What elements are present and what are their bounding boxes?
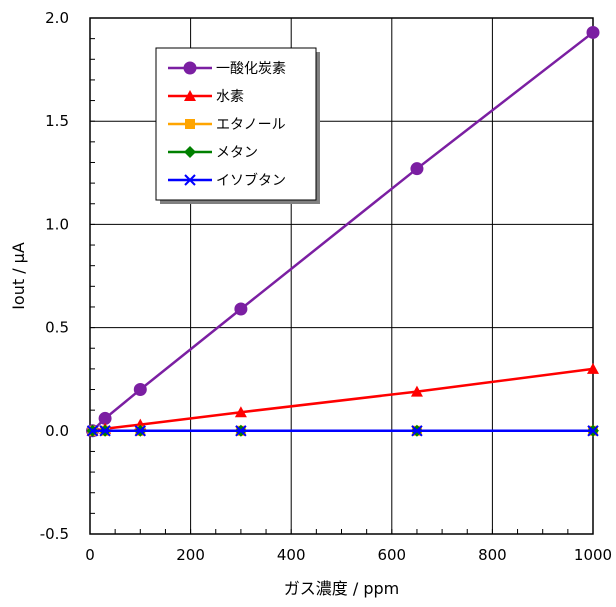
x-marker-stroke (235, 425, 247, 437)
legend-label: イソブタン (216, 172, 286, 189)
x-axis: 0 200 400 600 800 1000 (85, 546, 612, 564)
x-marker-stroke (587, 425, 599, 437)
x-tick-label: 600 (377, 546, 406, 564)
data-point (234, 406, 247, 418)
x-marker-stroke (184, 174, 196, 186)
x-tick-label: 0 (85, 546, 95, 564)
data-point (99, 425, 111, 437)
x-tick-label: 800 (478, 546, 507, 564)
series-layer (86, 25, 600, 438)
series-line (92, 367, 594, 433)
legend-marker (184, 174, 196, 186)
y-tick-label: 2.0 (45, 9, 69, 27)
x-tick-label: 200 (176, 546, 205, 564)
legend-item: 水素 (168, 89, 244, 105)
y-axis-label: Iout / μA (9, 242, 28, 310)
data-point (586, 25, 600, 39)
plot-frame (89, 17, 594, 535)
y-tick-label: 0.5 (45, 319, 69, 337)
y-tick-label: 1.5 (45, 112, 69, 130)
data-point (98, 411, 112, 425)
x-marker-stroke (134, 425, 147, 437)
legend-marker (184, 146, 196, 158)
y-axis: -0.5 0.0 0.5 1.0 1.5 2.0 (40, 9, 69, 543)
data-point (234, 302, 248, 316)
series-4 (86, 425, 599, 437)
x-tick-label: 1000 (574, 546, 612, 564)
y-tick-label: -0.5 (40, 525, 69, 543)
legend-item: イソブタン (168, 172, 286, 189)
legend-item: メタン (168, 145, 258, 161)
series-0 (86, 25, 600, 438)
legend-label: 一酸化炭素 (216, 61, 286, 77)
data-point (410, 162, 424, 176)
legend-label: エタノール (216, 117, 286, 133)
y-tick-label: 0.0 (45, 422, 69, 440)
legend-marker (184, 90, 196, 101)
data-point (86, 425, 99, 437)
y-tick-label: 1.0 (45, 215, 69, 233)
x-axis-label: ガス濃度 / ppm (284, 579, 399, 598)
x-marker-stroke (86, 425, 99, 437)
data-point (587, 425, 599, 437)
legend-label: 水素 (216, 89, 244, 105)
data-point (411, 425, 423, 437)
data-point (410, 385, 423, 397)
data-point (587, 362, 599, 374)
x-tick-label: 400 (277, 546, 306, 564)
legend-marker (183, 61, 197, 75)
series-1 (86, 362, 599, 436)
data-point (134, 425, 147, 437)
legend-marker (185, 119, 195, 129)
legend-item: 一酸化炭素 (168, 61, 286, 77)
legend-item: エタノール (168, 117, 286, 133)
x-marker-stroke (99, 425, 111, 437)
x-marker-stroke (411, 425, 423, 437)
data-point (235, 425, 247, 437)
data-point (133, 383, 147, 397)
legend-label: メタン (216, 145, 258, 161)
